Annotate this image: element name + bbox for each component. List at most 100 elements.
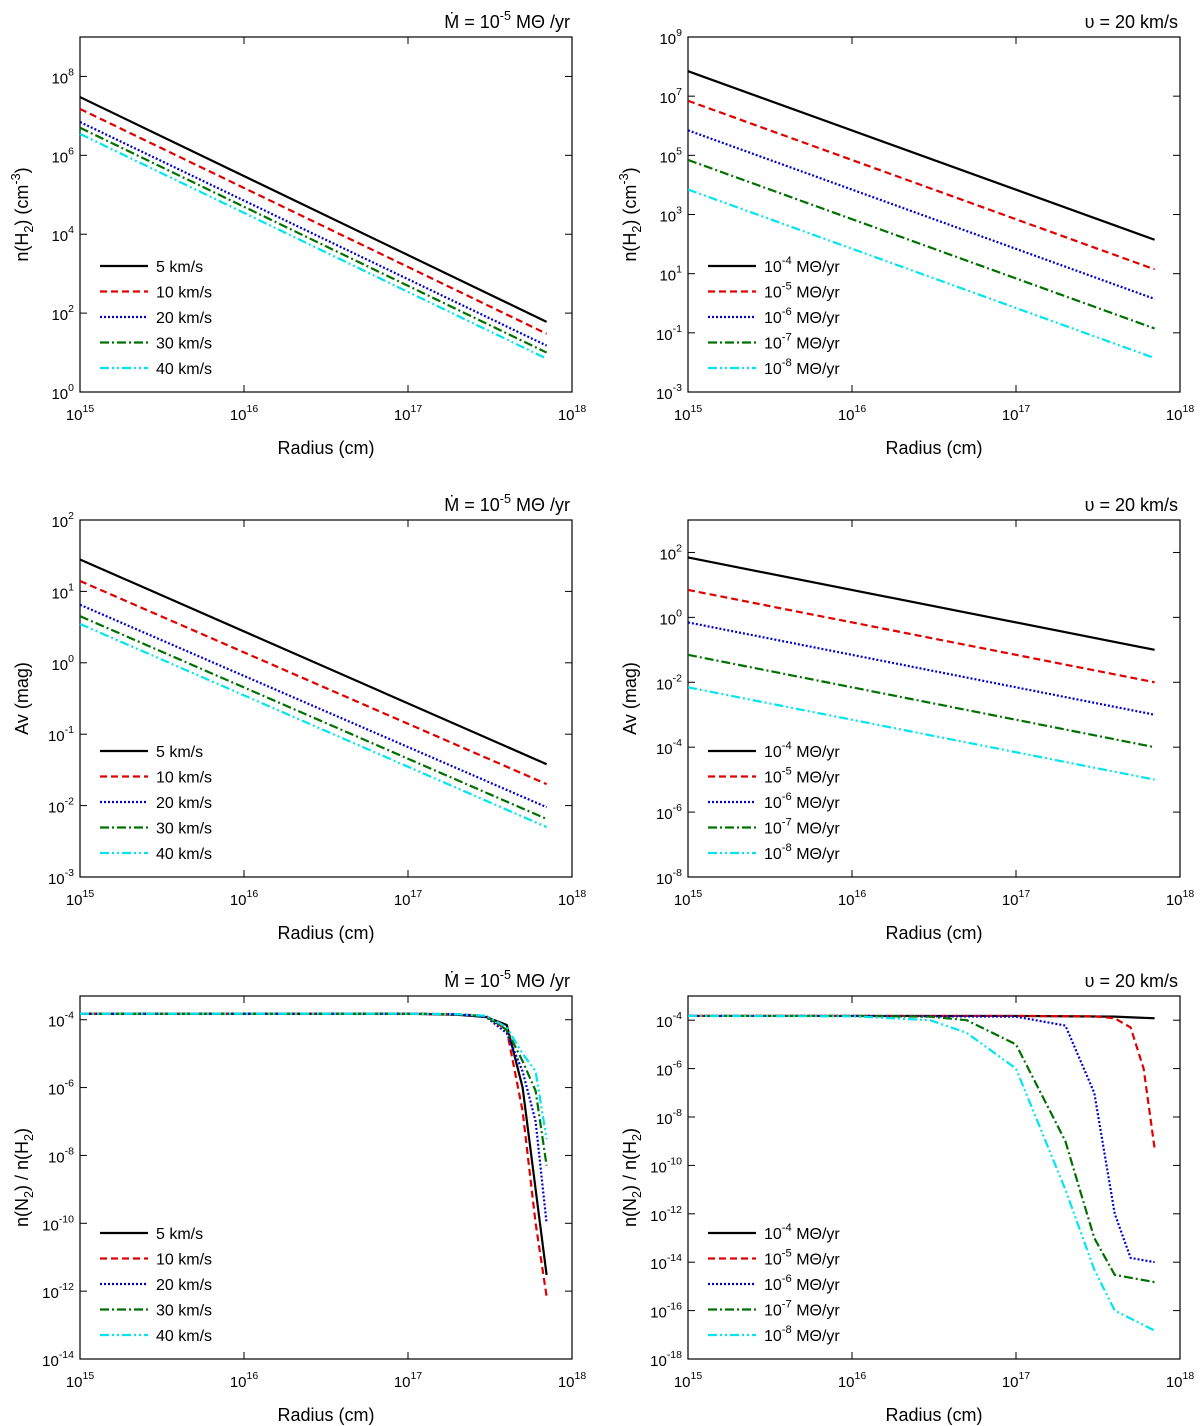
series-line — [79, 615, 548, 820]
y-tick-label: 109 — [659, 27, 682, 48]
x-tick-label: 1015 — [66, 403, 95, 424]
x-tick-label: 1017 — [394, 403, 423, 424]
x-tick-label: 1017 — [394, 1370, 423, 1391]
legend-label: 10-7 MΘ/yr — [764, 332, 840, 353]
x-tick-label: 1015 — [674, 888, 703, 909]
series-line — [80, 1012, 548, 1224]
y-tick-label: 105 — [659, 145, 682, 166]
x-tick-label: 1018 — [558, 403, 587, 424]
legend-label: 5 km/s — [156, 1226, 203, 1243]
series-line — [80, 1012, 548, 1140]
y-tick-label: 103 — [659, 205, 682, 226]
legend-label: 10 km/s — [156, 770, 212, 787]
x-tick-label: 1016 — [838, 1370, 867, 1391]
legend-label: 10-5 MΘ/yr — [764, 1248, 840, 1269]
y-axis-title: n(N2) / n(H2) — [12, 1128, 36, 1227]
x-tick-label: 1016 — [838, 888, 867, 909]
chart-title: Ṁ = 10-5 MΘ /yr — [444, 9, 570, 32]
x-tick-label: 1016 — [230, 1370, 259, 1391]
legend-label: 5 km/s — [156, 744, 203, 761]
chart-title: Ṁ = 10-5 MΘ /yr — [444, 492, 570, 515]
legend-label: 10-5 MΘ/yr — [764, 281, 840, 302]
legend-label: 10-7 MΘ/yr — [764, 817, 840, 838]
plot-frame — [687, 36, 1181, 393]
series-line — [688, 1014, 1155, 1264]
panel: 1015 1016 1017 1018 10-3 10-1 101 103 105 107 109 R… — [617, 12, 1194, 458]
panel: 1015 1016 1017 1018 10-18 10-16 10-14 10-12 10-1… — [620, 971, 1194, 1425]
x-axis-title: Radius (cm) — [885, 923, 982, 943]
chart-title: υ = 20 km/s — [1085, 495, 1178, 515]
series-line — [687, 188, 1155, 360]
legend-label: 5 km/s — [156, 259, 203, 276]
y-axis-title: Av (mag) — [620, 662, 640, 735]
chart-title: υ = 20 km/s — [1085, 12, 1178, 32]
x-axis-title: Radius (cm) — [277, 1405, 374, 1425]
legend-label: 30 km/s — [156, 336, 212, 353]
x-tick-label: 1017 — [1002, 1370, 1031, 1391]
legend-label: 40 km/s — [156, 1328, 212, 1345]
x-tick-label: 1018 — [1166, 1370, 1195, 1391]
legend-label: 10-4 MΘ/yr — [764, 1222, 840, 1243]
series-line — [79, 107, 548, 335]
legend-label: 10-4 MΘ/yr — [764, 740, 840, 761]
y-tick-label: 101 — [659, 264, 682, 285]
legend-label: 10-8 MΘ/yr — [764, 842, 840, 863]
y-tick-label: 102 — [51, 303, 74, 324]
legend-label: 10-6 MΘ/yr — [764, 306, 840, 327]
legend-label: 10-6 MΘ/yr — [764, 1273, 840, 1294]
y-tick-label: 10-12 — [650, 1204, 682, 1225]
x-tick-label: 1016 — [230, 403, 259, 424]
y-tick-label: 10-4 — [48, 1010, 74, 1031]
series-line — [687, 1014, 1156, 1332]
legend-label: 30 km/s — [156, 1303, 212, 1320]
plot-frame — [79, 995, 573, 1360]
legend-label: 10 km/s — [156, 285, 212, 302]
series-line — [79, 126, 548, 354]
series-line — [687, 129, 1155, 300]
y-tick-label: 10-1 — [48, 724, 74, 745]
chart-title: Ṁ = 10-5 MΘ /yr — [444, 968, 570, 991]
legend-label: 20 km/s — [156, 1277, 212, 1294]
series-line — [80, 1012, 548, 1166]
panel: 1015 1016 1017 1018 100 102 104 106 108 Radius (c… — [9, 9, 586, 458]
y-tick-label: 100 — [659, 607, 682, 628]
y-axis-title: n(H2) (cm-3) — [617, 167, 644, 261]
series-line — [687, 556, 1155, 651]
series-line — [687, 158, 1155, 330]
y-tick-label: 10-10 — [42, 1213, 74, 1234]
y-tick-label: 10-6 — [656, 802, 682, 823]
x-tick-label: 1015 — [674, 403, 703, 424]
legend-label: 10-8 MΘ/yr — [764, 1324, 840, 1345]
series-line — [687, 653, 1155, 749]
x-tick-label: 1017 — [394, 888, 423, 909]
y-tick-label: 106 — [51, 145, 74, 166]
series-line — [687, 686, 1155, 781]
series-line — [688, 1014, 1155, 1284]
x-tick-label: 1016 — [838, 403, 867, 424]
series-line — [79, 558, 548, 766]
series-line — [688, 1014, 1156, 1149]
series-line — [79, 96, 548, 323]
y-tick-label: 10-10 — [650, 1155, 682, 1176]
x-axis-title: Radius (cm) — [885, 1405, 982, 1425]
x-tick-label: 1015 — [66, 888, 95, 909]
panel: 1015 1016 1017 1018 10-14 10-12 10-10 10-8 10-6 1… — [12, 968, 586, 1425]
series-line — [687, 621, 1155, 716]
series-line — [79, 132, 548, 360]
y-tick-label: 108 — [51, 66, 74, 87]
y-tick-label: 10-3 — [48, 867, 74, 888]
y-tick-label: 10-14 — [42, 1349, 74, 1370]
y-tick-label: 10-8 — [656, 1107, 682, 1128]
y-tick-label: 10-2 — [656, 672, 682, 693]
plot-frame — [687, 995, 1181, 1360]
y-tick-label: 10-14 — [650, 1252, 682, 1273]
x-tick-label: 1018 — [1166, 403, 1195, 424]
y-tick-label: 10-8 — [656, 867, 682, 888]
y-tick-label: 101 — [51, 581, 74, 602]
x-tick-label: 1018 — [1166, 888, 1195, 909]
legend-label: 40 km/s — [156, 846, 212, 863]
y-tick-label: 10-8 — [48, 1145, 74, 1166]
legend-label: 30 km/s — [156, 821, 212, 838]
series-line — [79, 579, 548, 786]
